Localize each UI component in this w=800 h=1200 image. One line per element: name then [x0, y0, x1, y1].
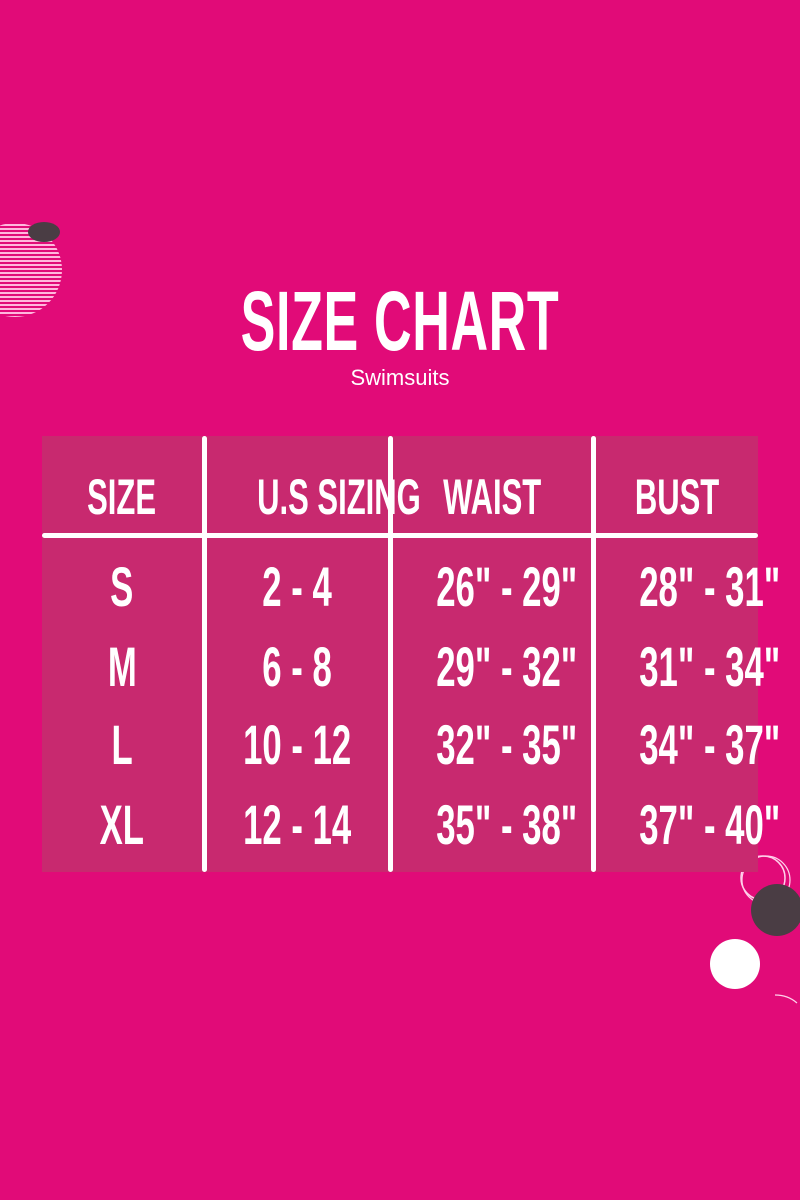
page-title: SIZE CHART [240, 274, 560, 368]
table-cell-text: 34" - 37" [639, 713, 781, 776]
table-cell-text: 26" - 29" [436, 555, 578, 618]
table-cell: XL [42, 795, 202, 855]
column-header-text: BUST [634, 469, 720, 525]
column-header: WAIST [393, 467, 591, 527]
page-subtitle: Swimsuits [350, 365, 450, 390]
column-divider [388, 436, 393, 872]
table-cell-text: 37" - 40" [639, 793, 781, 856]
column-divider [202, 436, 207, 872]
table-cell-text: 10 - 12 [243, 713, 352, 776]
table-cell-text: 35" - 38" [436, 793, 578, 856]
table-cell: S [42, 557, 202, 617]
size-table: SIZE U.S SIZING WAIST BUST S 2 - 4 26" - 29" 28… [42, 436, 780, 872]
table-cell-text: 2 - 4 [262, 555, 333, 618]
column-header: SIZE [42, 467, 202, 527]
column-header-text: U.S SIZING [257, 469, 421, 525]
table-cell: 10 - 12 [207, 715, 388, 775]
dark-circle-icon [751, 884, 800, 936]
table-cell-text: 12 - 14 [243, 793, 352, 856]
table-cell-text: 29" - 32" [436, 635, 578, 698]
table-cell: M [42, 637, 202, 697]
column-header: U.S SIZING [207, 467, 421, 527]
table-cell-text: 32" - 35" [436, 713, 578, 776]
header-divider [42, 533, 758, 538]
table-cell: 12 - 14 [207, 795, 388, 855]
column-header: BUST [596, 467, 758, 527]
table-cell-text: XL [99, 793, 145, 856]
table-cell: 28" - 31" [596, 557, 780, 617]
table-cell: 31" - 34" [596, 637, 780, 697]
table-cell: 2 - 4 [207, 557, 388, 617]
table-cell: 35" - 38" [393, 795, 591, 855]
table-cell: 32" - 35" [393, 715, 591, 775]
column-divider [591, 436, 596, 872]
table-cell-text: L [111, 713, 133, 776]
table-cell-text: S [110, 555, 134, 618]
table-cell: L [42, 715, 202, 775]
table-cell-text: M [107, 635, 137, 698]
column-header-text: WAIST [442, 469, 542, 525]
table-cell: 29" - 32" [393, 637, 591, 697]
table-cell-text: 28" - 31" [639, 555, 781, 618]
table-cell: 37" - 40" [596, 795, 780, 855]
column-header-text: SIZE [87, 469, 157, 525]
table-cell-text: 31" - 34" [639, 635, 781, 698]
table-cell-text: 6 - 8 [262, 635, 333, 698]
table-cell: 26" - 29" [393, 557, 591, 617]
dark-circle-icon [28, 222, 60, 242]
table-cell: 34" - 37" [596, 715, 780, 775]
table-cell: 6 - 8 [207, 637, 388, 697]
white-circle-icon [710, 939, 760, 989]
